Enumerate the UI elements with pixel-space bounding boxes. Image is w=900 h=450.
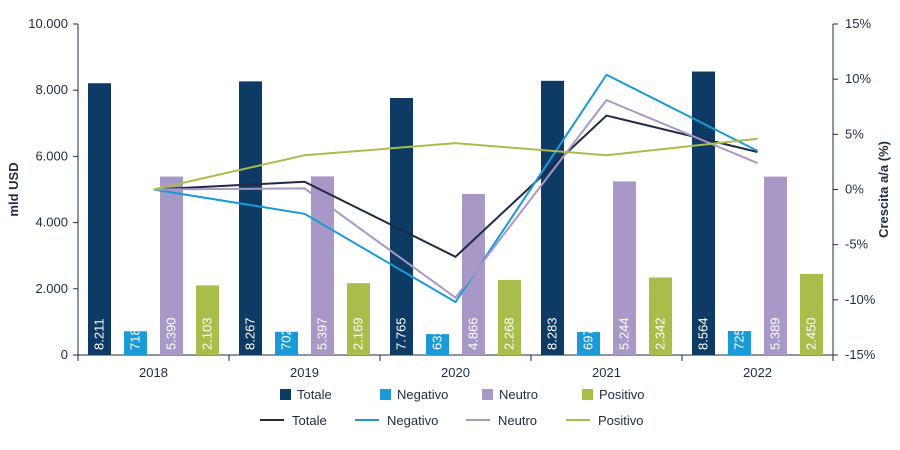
bar-positivo-2018 — [196, 285, 219, 355]
data-label: 8.564 — [696, 317, 711, 350]
legend-swatch-bar-positivo — [582, 389, 593, 400]
legend-label: Negativo — [387, 413, 438, 428]
data-label: 5.244 — [617, 317, 632, 350]
legend-label: Positivo — [598, 413, 644, 428]
bar-totale-2020 — [390, 97, 413, 355]
bar-negativo-2020 — [426, 334, 449, 355]
bar-negativo-2018 — [124, 331, 147, 355]
right-tick-label: -5% — [845, 237, 869, 252]
x-tick-label: 2021 — [592, 365, 621, 380]
data-label: 2.450 — [804, 317, 819, 350]
data-label: 4.866 — [466, 317, 481, 350]
data-label: 5.389 — [768, 317, 783, 350]
data-label: 2.103 — [200, 317, 215, 350]
right-tick-label: -10% — [845, 292, 876, 307]
data-label: 7.765 — [394, 317, 409, 350]
right-tick-label: 0% — [845, 182, 864, 197]
right-axis-title: Crescita a/a (%) — [876, 141, 891, 238]
bar-neutro-2021 — [613, 181, 636, 355]
data-label: 632 — [430, 328, 445, 350]
legend-swatch-bar-negativo — [380, 389, 391, 400]
left-tick-label: 0 — [61, 347, 68, 362]
x-tick-label: 2018 — [139, 365, 168, 380]
legend-label: Neutro — [499, 387, 538, 402]
data-label: 702 — [279, 328, 294, 350]
data-label: 8.267 — [243, 317, 258, 350]
bar-totale-2021 — [541, 80, 564, 355]
bar-totale-2019 — [239, 81, 262, 355]
data-label: 2.169 — [351, 317, 366, 350]
x-tick-label: 2020 — [441, 365, 470, 380]
x-tick-label: 2019 — [290, 365, 319, 380]
bar-positivo-2019 — [347, 283, 370, 355]
left-tick-label: 2.000 — [35, 281, 68, 296]
bar-totale-2018 — [88, 83, 111, 356]
bar-negativo-2019 — [275, 331, 298, 355]
bar-totale-2022 — [692, 71, 715, 355]
legend-swatch-bar-neutro — [482, 389, 493, 400]
right-tick-label: -15% — [845, 347, 876, 362]
data-label: 718 — [128, 328, 143, 350]
left-axis-title: mld USD — [6, 162, 21, 216]
left-tick-label: 4.000 — [35, 215, 68, 230]
data-label: 8.211 — [92, 318, 107, 350]
right-tick-label: 5% — [845, 126, 864, 141]
right-tick-label: 10% — [845, 71, 871, 86]
right-tick-label: 15% — [845, 16, 871, 31]
bar-positivo-2020 — [498, 279, 521, 355]
data-label: 5.397 — [315, 317, 330, 350]
bar-negativo-2021 — [577, 331, 600, 355]
legend-label: Negativo — [397, 387, 448, 402]
data-label: 697 — [581, 328, 596, 350]
left-tick-label: 10.000 — [28, 16, 68, 31]
legend-label: Totale — [297, 387, 332, 402]
bar-negativo-2022 — [728, 331, 751, 355]
data-label: 725 — [732, 328, 747, 350]
legend-label: Totale — [292, 413, 327, 428]
bar-positivo-2022 — [800, 273, 823, 355]
legend-label: Neutro — [498, 413, 537, 428]
left-tick-label: 6.000 — [35, 148, 68, 163]
bar-neutro-2018 — [160, 176, 183, 355]
data-label: 8.283 — [545, 317, 560, 350]
bar-positivo-2021 — [649, 277, 672, 355]
x-tick-label: 2022 — [743, 365, 772, 380]
legend-swatch-bar-totale — [280, 389, 291, 400]
data-label: 2.342 — [653, 317, 668, 350]
legend-label: Positivo — [599, 387, 645, 402]
left-tick-label: 8.000 — [35, 82, 68, 97]
data-label: 5.390 — [164, 317, 179, 350]
data-label: 2.268 — [502, 317, 517, 350]
bar-neutro-2022 — [764, 176, 787, 355]
